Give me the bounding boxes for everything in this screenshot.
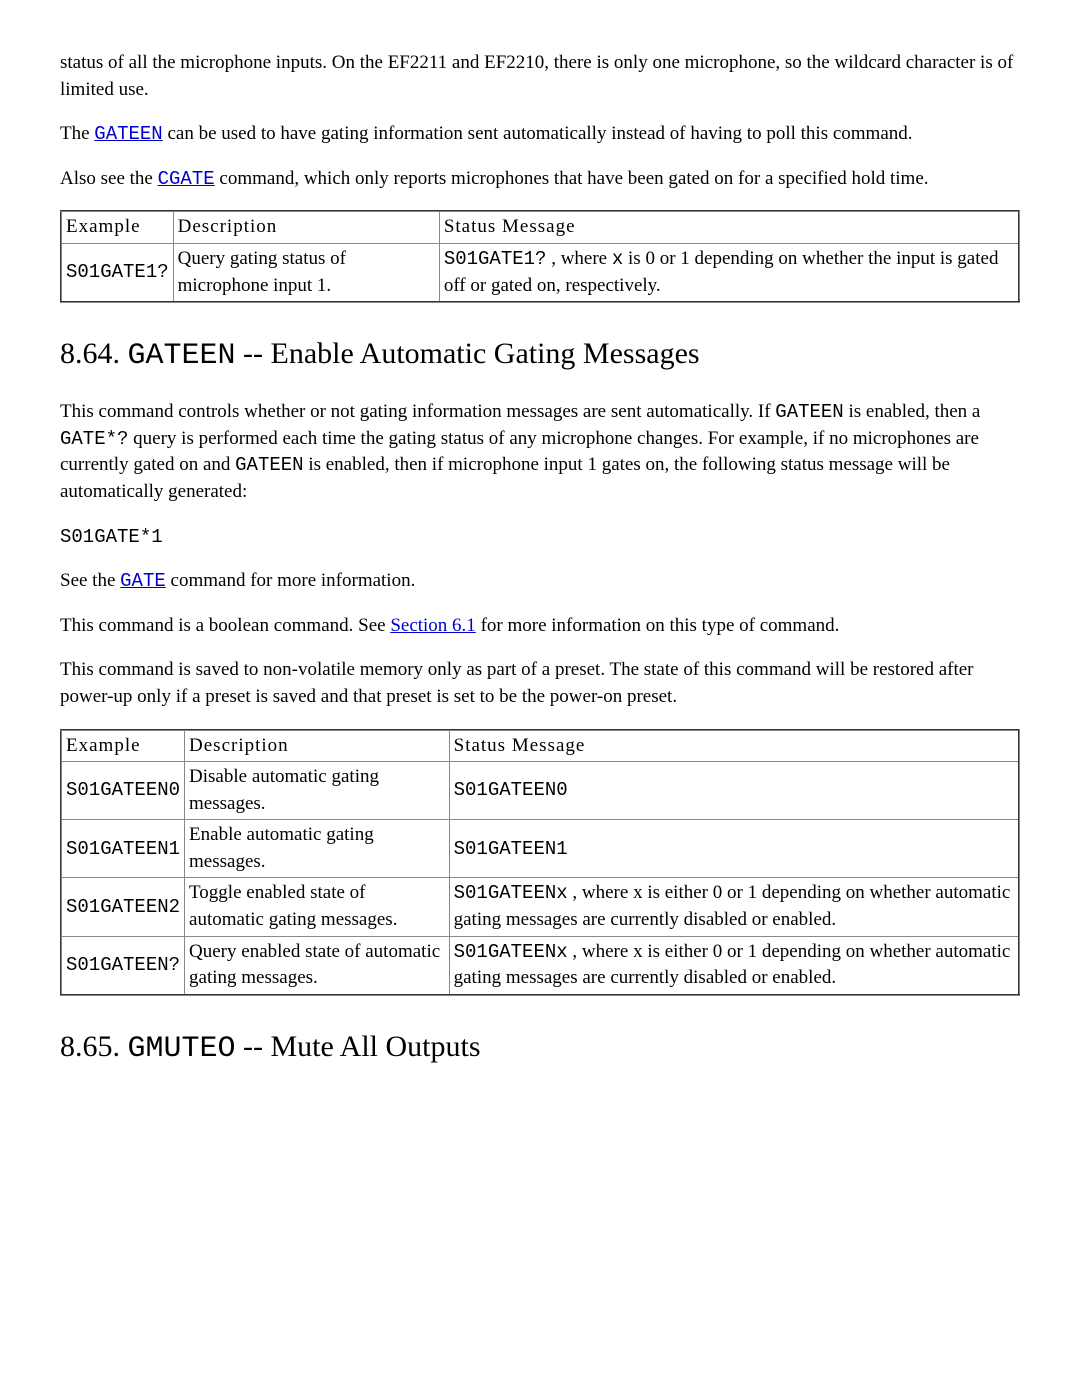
table-row: S01GATEEN0 Disable automatic gating mess… bbox=[61, 762, 1019, 820]
text: is enabled, then a bbox=[844, 401, 981, 422]
col-description: Description bbox=[173, 211, 439, 243]
section-864-heading: 8.64. GATEEN -- Enable Automatic Gating … bbox=[60, 333, 1020, 377]
cell-desc: Toggle enabled state of automatic gating… bbox=[185, 878, 450, 936]
text: command, which only reports microphones … bbox=[215, 168, 929, 189]
gate-example-table: Example Description Status Message S01GA… bbox=[60, 210, 1020, 303]
text: The bbox=[60, 123, 94, 144]
cell-desc: Disable automatic gating messages. bbox=[185, 762, 450, 820]
text: , where bbox=[546, 248, 611, 269]
inline-code: GATE*? bbox=[60, 428, 128, 450]
intro-paragraph-1: status of all the microphone inputs. On … bbox=[60, 50, 1020, 103]
cell-status: S01GATE1? , where x is 0 or 1 depending … bbox=[439, 243, 1019, 302]
table-row: S01GATEEN1 Enable automatic gating messa… bbox=[61, 820, 1019, 878]
inline-code: GATEEN bbox=[235, 454, 303, 476]
cell-example: S01GATEEN2 bbox=[61, 878, 185, 936]
cell-status: S01GATEEN0 bbox=[449, 762, 1019, 820]
intro-paragraph-3: Also see the CGATE command, which only r… bbox=[60, 166, 1020, 193]
col-description: Description bbox=[185, 730, 450, 762]
section-865-heading: 8.65. GMUTEO -- Mute All Outputs bbox=[60, 1026, 1020, 1070]
section-command: GATEEN bbox=[128, 339, 236, 373]
text: Also see the bbox=[60, 168, 158, 189]
text: for more information on this type of com… bbox=[476, 615, 840, 636]
cgate-link[interactable]: CGATE bbox=[158, 168, 215, 190]
cell-desc: Query enabled state of automatic gating … bbox=[185, 936, 450, 995]
status-code: S01GATEENx bbox=[454, 882, 568, 904]
section-61-link[interactable]: Section 6.1 bbox=[390, 615, 476, 636]
text: command for more information. bbox=[166, 570, 416, 591]
cell-example: S01GATE1? bbox=[61, 243, 173, 302]
status-code: S01GATE1? bbox=[444, 248, 547, 270]
text: This command is a boolean command. See bbox=[60, 615, 390, 636]
gateen-paragraph-4: This command is saved to non-volatile me… bbox=[60, 657, 1020, 710]
gateen-paragraph-3: This command is a boolean command. See S… bbox=[60, 613, 1020, 640]
cell-example: S01GATEEN0 bbox=[61, 762, 185, 820]
inline-code: GATEEN bbox=[775, 401, 843, 423]
cell-desc: Query gating status of microphone input … bbox=[173, 243, 439, 302]
status-code: S01GATEENx bbox=[454, 941, 568, 963]
cell-desc: Enable automatic gating messages. bbox=[185, 820, 450, 878]
code-example: S01GATE*1 bbox=[60, 524, 1020, 551]
cell-status: S01GATEENx , where x is either 0 or 1 de… bbox=[449, 878, 1019, 936]
cell-example: S01GATEEN? bbox=[61, 936, 185, 995]
section-number: 8.64. bbox=[60, 337, 128, 370]
table-row: S01GATEEN2 Toggle enabled state of autom… bbox=[61, 878, 1019, 936]
gateen-paragraph-2: See the GATE command for more informatio… bbox=[60, 568, 1020, 595]
table-row: S01GATE1? Query gating status of microph… bbox=[61, 243, 1019, 302]
status-var: x bbox=[612, 248, 623, 270]
cell-example: S01GATEEN1 bbox=[61, 820, 185, 878]
cell-status: S01GATEEN1 bbox=[449, 820, 1019, 878]
section-title: -- Enable Automatic Gating Messages bbox=[236, 337, 700, 370]
text: can be used to have gating information s… bbox=[163, 123, 913, 144]
gateen-example-table: Example Description Status Message S01GA… bbox=[60, 729, 1020, 996]
gateen-paragraph-1: This command controls whether or not gat… bbox=[60, 399, 1020, 505]
text: This command controls whether or not gat… bbox=[60, 401, 775, 422]
cell-status: S01GATEENx , where x is either 0 or 1 de… bbox=[449, 936, 1019, 995]
col-status: Status Message bbox=[449, 730, 1019, 762]
table-header-row: Example Description Status Message bbox=[61, 211, 1019, 243]
section-command: GMUTEO bbox=[128, 1032, 236, 1066]
section-number: 8.65. bbox=[60, 1030, 128, 1063]
text: See the bbox=[60, 570, 120, 591]
status-code: S01GATEEN0 bbox=[454, 779, 568, 801]
gate-link[interactable]: GATE bbox=[120, 570, 166, 592]
col-example: Example bbox=[61, 730, 185, 762]
col-example: Example bbox=[61, 211, 173, 243]
table-header-row: Example Description Status Message bbox=[61, 730, 1019, 762]
intro-paragraph-2: The GATEEN can be used to have gating in… bbox=[60, 121, 1020, 148]
status-code: S01GATEEN1 bbox=[454, 838, 568, 860]
table-row: S01GATEEN? Query enabled state of automa… bbox=[61, 936, 1019, 995]
section-title: -- Mute All Outputs bbox=[236, 1030, 481, 1063]
col-status: Status Message bbox=[439, 211, 1019, 243]
gateen-link[interactable]: GATEEN bbox=[94, 123, 162, 145]
